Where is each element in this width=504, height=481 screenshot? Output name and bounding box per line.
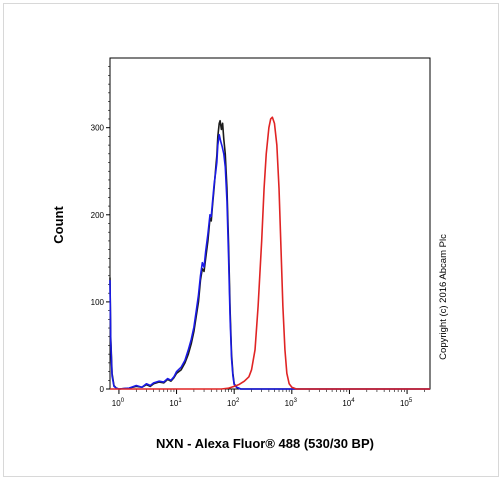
y-tick-label: 300 <box>91 124 105 133</box>
y-tick-label: 0 <box>100 385 105 394</box>
y-axis-ticks: 0 100 200 300 <box>91 66 110 394</box>
x-tick-label: 102 <box>227 398 240 408</box>
x-tick-label: 103 <box>285 398 298 408</box>
series-group <box>109 116 430 390</box>
x-axis-title: NXN - Alexa Fluor® 488 (530/30 BP) <box>156 436 374 451</box>
y-tick-label: 200 <box>91 211 105 220</box>
y-axis-title: Count <box>51 206 66 244</box>
copyright-notice: Copyright (c) 2016 Abcam Plc <box>438 234 449 360</box>
y-tick-label: 100 <box>91 298 105 307</box>
figure-frame <box>3 3 499 477</box>
x-tick-label: 104 <box>342 398 355 408</box>
x-tick-label: 105 <box>400 398 413 408</box>
x-tick-label: 101 <box>169 398 182 408</box>
series-line-2 <box>109 133 430 390</box>
x-axis-ticks: 100 101 102 103 104 105 <box>112 389 425 408</box>
plot-area <box>109 57 431 390</box>
series-line-1 <box>109 119 430 390</box>
x-tick-label: 100 <box>112 398 125 408</box>
series-line-3 <box>110 116 430 390</box>
